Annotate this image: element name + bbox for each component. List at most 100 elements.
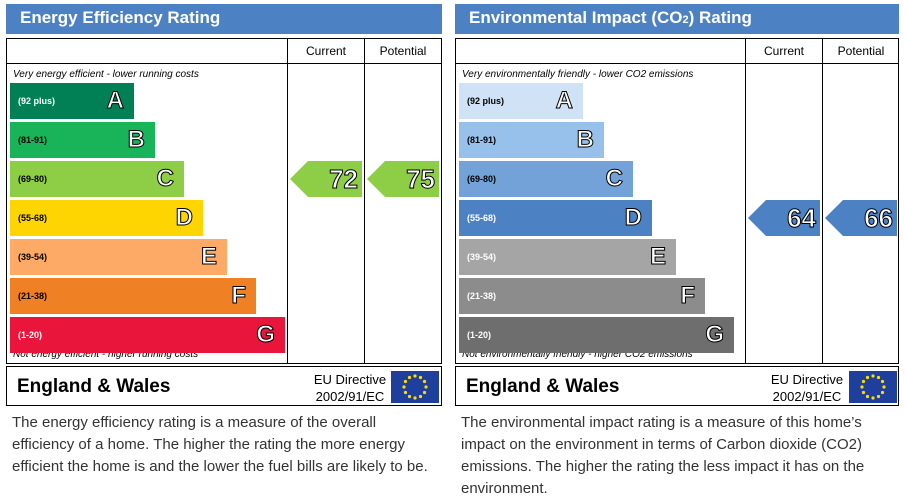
energy-header: Energy Efficiency Rating xyxy=(6,4,442,34)
current-rating-value: 72 xyxy=(329,164,359,195)
current-rating-arrow: 64 xyxy=(748,200,820,236)
energy-top-note: Very energy efficient - lower running co… xyxy=(13,69,199,80)
band-range-label: (21-38) xyxy=(467,291,497,301)
energy-description: The energy efficiency rating is a measur… xyxy=(12,414,428,475)
eu-star xyxy=(861,390,866,395)
energy-col-current: Current xyxy=(288,39,364,64)
environment-description: The environmental impact rating is a mea… xyxy=(461,414,865,497)
environment-title: Environmental Impact (CO2) Rating xyxy=(469,8,752,27)
eu-star xyxy=(876,375,881,380)
potential-arrow-shape xyxy=(367,161,439,197)
environment-footer: England & Wales EU Directive 2002/91/EC xyxy=(455,366,899,406)
band-range-label: (1-20) xyxy=(18,330,43,340)
eu-star xyxy=(860,385,864,389)
band-range-label: (69-80) xyxy=(18,174,48,184)
band-range-label: (92 plus) xyxy=(18,96,56,106)
eu-star xyxy=(871,396,875,400)
band-e: (39-54) E xyxy=(459,239,676,275)
environment-col-potential: Potential xyxy=(823,39,899,64)
environment-chart-box: Current Potential Very environmentally f… xyxy=(455,38,899,364)
eu-star xyxy=(422,390,427,395)
potential-rating-value: 75 xyxy=(406,164,436,195)
potential-rating-arrow: 66 xyxy=(825,200,897,236)
potential-rating-value: 66 xyxy=(864,203,894,234)
eu-star xyxy=(418,394,423,399)
band-c: (69-80) C xyxy=(459,161,633,197)
band-a: (92 plus) A xyxy=(10,83,134,119)
band-letter: C xyxy=(605,165,623,193)
band-letter: E xyxy=(200,243,217,271)
band-letter: G xyxy=(705,321,725,349)
band-b: (81-91) B xyxy=(10,122,155,158)
band-range-label: (69-80) xyxy=(467,174,497,184)
potential-arrow-shape xyxy=(825,200,897,236)
energy-efficiency-panel: Energy Efficiency Rating Current Potenti… xyxy=(6,4,442,494)
eu-star xyxy=(880,379,885,384)
current-rating-arrow: 72 xyxy=(290,161,362,197)
eu-star xyxy=(413,374,417,378)
band-d: (55-68) D xyxy=(459,200,652,236)
energy-region: England & Wales xyxy=(17,376,171,397)
eu-star xyxy=(880,390,885,395)
environment-col-current: Current xyxy=(746,39,822,64)
band-range-label: (39-54) xyxy=(18,252,48,262)
eu-star xyxy=(403,390,408,395)
eu-star xyxy=(424,385,428,389)
band-f: (21-38) F xyxy=(459,278,705,314)
band-letter: F xyxy=(231,282,247,310)
band-letter: A xyxy=(555,87,573,115)
band-letter: B xyxy=(576,126,594,154)
environment-header: Environmental Impact (CO2) Rating xyxy=(455,4,899,34)
environment-bottom-note: Not environmentally friendly - higher CO… xyxy=(462,349,693,360)
band-letter: D xyxy=(175,204,193,232)
band-f: (21-38) F xyxy=(10,278,256,314)
band-a: (92 plus) A xyxy=(459,83,583,119)
eu-star xyxy=(403,379,408,384)
eu-star xyxy=(861,379,866,384)
band-c: (69-80) C xyxy=(10,161,184,197)
environment-region: England & Wales xyxy=(466,376,620,397)
energy-bottom-note: Not energy efficient - higher running co… xyxy=(13,349,199,360)
band-b: (81-91) B xyxy=(459,122,604,158)
energy-directive: EU Directive 2002/91/EC xyxy=(313,372,387,404)
band-letter: E xyxy=(649,243,666,271)
energy-title: Energy Efficiency Rating xyxy=(20,8,221,27)
band-d: (55-68) D xyxy=(10,200,203,236)
energy-col-potential: Potential xyxy=(365,39,441,64)
band-e: (39-54) E xyxy=(10,239,227,275)
band-letter: G xyxy=(256,321,276,349)
environment-top-note: Very environmentally friendly - lower CO… xyxy=(462,69,694,80)
band-g: (1-20) G xyxy=(10,317,285,353)
eu-star xyxy=(865,394,870,399)
eu-star xyxy=(418,375,423,380)
eu-flag-icon xyxy=(391,371,439,403)
eu-star xyxy=(865,375,870,380)
eu-star xyxy=(876,394,881,399)
eu-star xyxy=(413,396,417,400)
band-letter: A xyxy=(106,87,124,115)
band-letter: F xyxy=(680,282,696,310)
eu-star xyxy=(871,374,875,378)
current-arrow-shape xyxy=(290,161,362,197)
band-g: (1-20) G xyxy=(459,317,734,353)
potential-rating-arrow: 75 xyxy=(367,161,439,197)
eu-flag-icon xyxy=(849,371,897,403)
band-range-label: (55-68) xyxy=(18,213,48,223)
energy-footer: England & Wales EU Directive 2002/91/EC xyxy=(6,366,442,406)
band-range-label: (81-91) xyxy=(18,135,48,145)
eu-star xyxy=(407,394,412,399)
eu-star xyxy=(407,375,412,380)
eu-star xyxy=(882,385,886,389)
eu-star xyxy=(422,379,427,384)
band-range-label: (1-20) xyxy=(467,330,492,340)
band-range-label: (92 plus) xyxy=(467,96,505,106)
current-arrow-shape xyxy=(748,200,820,236)
band-letter: C xyxy=(156,165,174,193)
current-rating-value: 64 xyxy=(787,203,817,234)
environment-directive: EU Directive 2002/91/EC xyxy=(770,372,844,404)
band-range-label: (39-54) xyxy=(467,252,497,262)
band-range-label: (55-68) xyxy=(467,213,497,223)
band-letter: D xyxy=(624,204,642,232)
environmental-impact-panel: Environmental Impact (CO2) Rating Curren… xyxy=(455,4,899,497)
band-range-label: (21-38) xyxy=(18,291,48,301)
